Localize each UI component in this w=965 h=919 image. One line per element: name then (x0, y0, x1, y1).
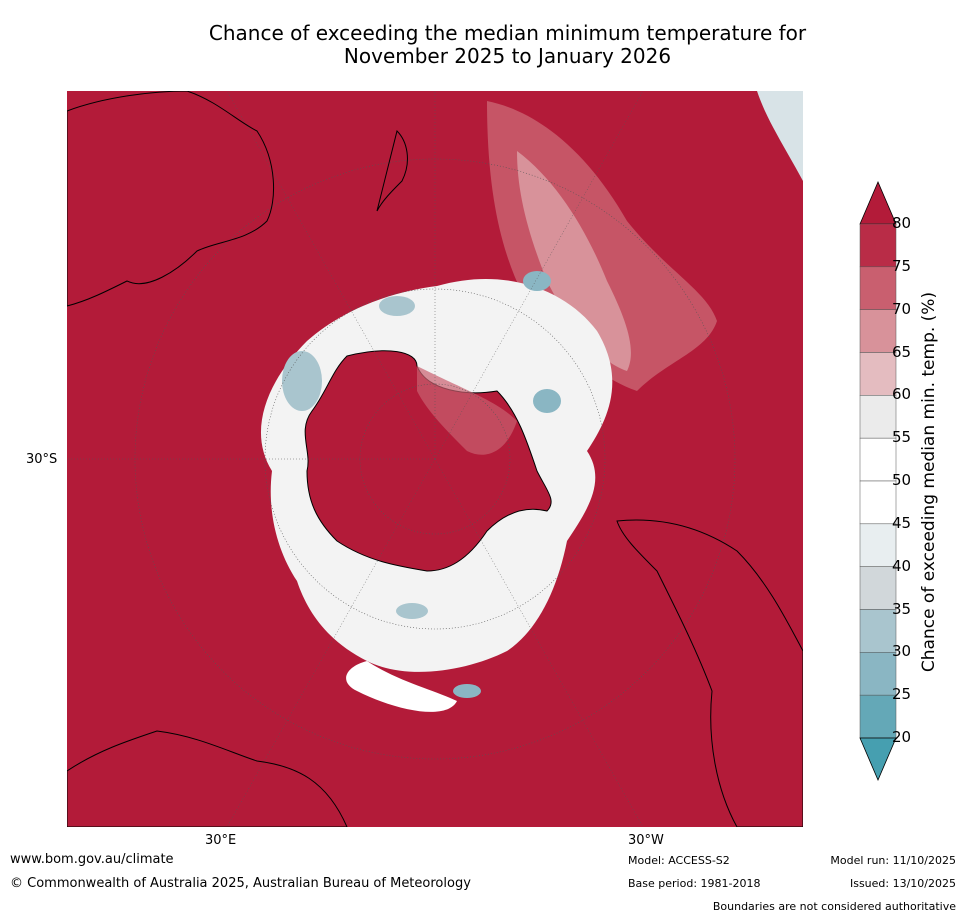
anomaly-blue-2 (379, 296, 415, 316)
colorbar-tick-label: 45 (892, 513, 912, 532)
footer-issued: Issued: 13/10/2025 (849, 877, 956, 890)
anomaly-band-ne-inner (517, 151, 631, 371)
colorbar-band (859, 266, 897, 310)
colorbar-band (859, 223, 897, 268)
colorbar-band (859, 437, 897, 482)
colorbar-svg (859, 180, 897, 782)
title-line-1: Chance of exceeding the median minimum t… (208, 21, 807, 45)
map-svg (67, 91, 803, 827)
colorbar-tick-label: 65 (892, 342, 912, 361)
colorbar-top-arrow (859, 180, 897, 225)
antarctica-band (417, 366, 517, 455)
colorbar-band (859, 523, 897, 567)
lon-label-30e: 30°E (205, 833, 237, 848)
map-title: Chance of exceeding the median minimum t… (0, 22, 965, 68)
anomaly-tail-south (346, 661, 457, 712)
colorbar (850, 180, 965, 785)
colorbar-title: Chance of exceeding median min. temp. (%… (919, 291, 939, 673)
graticule-60s (264, 288, 606, 630)
footer-base-period: Base period: 1981-2018 (628, 877, 761, 890)
colorbar-band (859, 609, 897, 653)
colorbar-tick-label: 30 (892, 642, 912, 661)
colorbar-band (859, 480, 897, 525)
footer-website: www.bom.gov.au/climate (10, 852, 174, 867)
new-zealand-outline (376, 130, 408, 212)
australia-outline (67, 91, 275, 307)
colorbar-band (859, 352, 897, 396)
colorbar-tick-label: 60 (892, 385, 912, 404)
anomaly-blue-4 (533, 389, 561, 413)
colorbar-bands (859, 223, 897, 739)
colorbar-band (859, 309, 897, 353)
footer-copyright: © Commonwealth of Australia 2025, Austra… (10, 876, 471, 891)
south-america-outline (616, 519, 803, 827)
colorbar-band (859, 652, 897, 696)
footer-model-run: Model run: 11/10/2025 (830, 854, 956, 867)
colorbar-tick-label: 70 (892, 299, 912, 318)
colorbar-tick-label: 55 (892, 428, 912, 447)
anomaly-blue-5 (396, 603, 428, 619)
title-line-2: November 2025 to January 2026 (343, 44, 672, 68)
colorbar-tick-label: 80 (892, 214, 912, 232)
polar-map (67, 91, 803, 827)
colorbar-tick-label: 40 (892, 556, 912, 575)
anomaly-blue-1 (282, 351, 322, 411)
colorbar-tick-label: 75 (892, 256, 912, 275)
anomaly-blue-6 (453, 684, 481, 698)
colorbar-tick-label: 35 (892, 599, 912, 618)
footer-model: Model: ACCESS-S2 (628, 854, 730, 867)
colorbar-tick-label: 20 (892, 728, 912, 746)
lat-label-30s: 30°S (26, 452, 58, 467)
colorbar-bottom-arrow (859, 737, 897, 782)
graticule-80s (359, 383, 511, 535)
lon-label-30w: 30°W (628, 833, 664, 848)
colorbar-tick-label: 50 (892, 471, 912, 489)
colorbar-band (859, 694, 897, 739)
colorbar-band (859, 395, 897, 439)
colorbar-tick-label: 25 (892, 685, 912, 704)
footer-disclaimer: Boundaries are not considered authoritat… (712, 900, 956, 913)
colorbar-band (859, 566, 897, 610)
anomaly-corner-ne (757, 91, 803, 181)
anomaly-blue-3 (523, 271, 551, 291)
africa-outline (67, 730, 348, 827)
